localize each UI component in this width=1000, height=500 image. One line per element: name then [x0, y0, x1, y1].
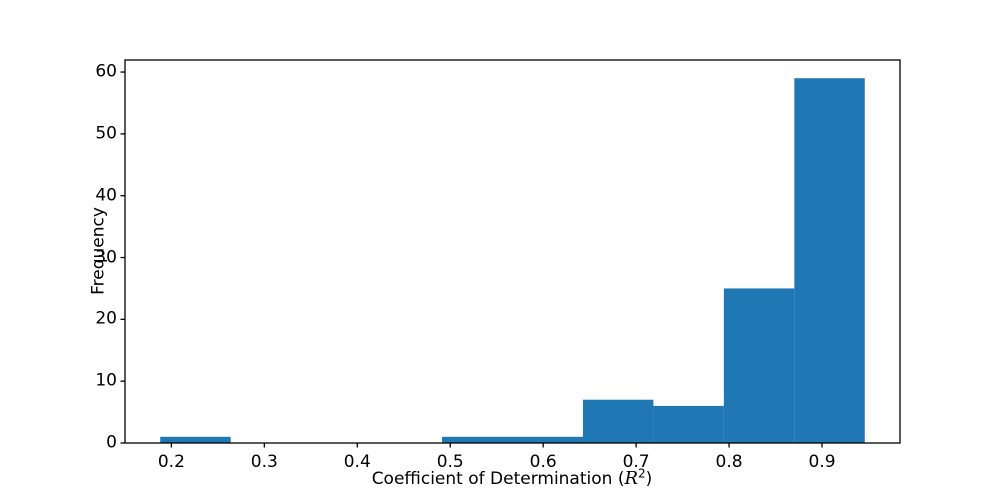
histogram-bar [794, 78, 865, 443]
x-axis-label-math-var: R [624, 468, 639, 489]
x-tick-label: 0.3 [250, 452, 278, 472]
y-tick-label: 20 [95, 308, 117, 329]
y-tick-label: 60 [95, 61, 117, 82]
histogram-bar [442, 436, 513, 443]
y-tick-label: 0 [106, 432, 117, 453]
x-tick-label: 0.6 [529, 452, 557, 472]
x-tick-label: 0.5 [436, 452, 464, 472]
x-axis-label-close: ) [645, 469, 653, 489]
histogram-bar [582, 399, 654, 443]
y-tick-label: 10 [95, 370, 117, 391]
x-axis-label-text: Coefficient of Determination ( [371, 469, 625, 489]
x-axis-label: Coefficient of Determination (R2) [371, 467, 653, 489]
y-tick-label: 50 [95, 123, 117, 144]
y-tick-label: 40 [95, 185, 117, 206]
y-tick-label: 30 [95, 247, 117, 268]
x-tick-label: 0.9 [808, 452, 836, 472]
x-axis-label-superscript: 2 [638, 466, 646, 481]
x-tick-label: 0.2 [157, 452, 185, 472]
plot-frame [124, 59, 901, 444]
x-tick-label: 0.7 [622, 452, 650, 472]
x-tick-label: 0.8 [715, 452, 743, 472]
x-tick-label: 0.4 [343, 452, 371, 472]
histogram-bar [160, 436, 231, 443]
histogram-bar [512, 436, 583, 443]
histogram-bar [653, 405, 724, 443]
histogram-bar [723, 288, 795, 443]
